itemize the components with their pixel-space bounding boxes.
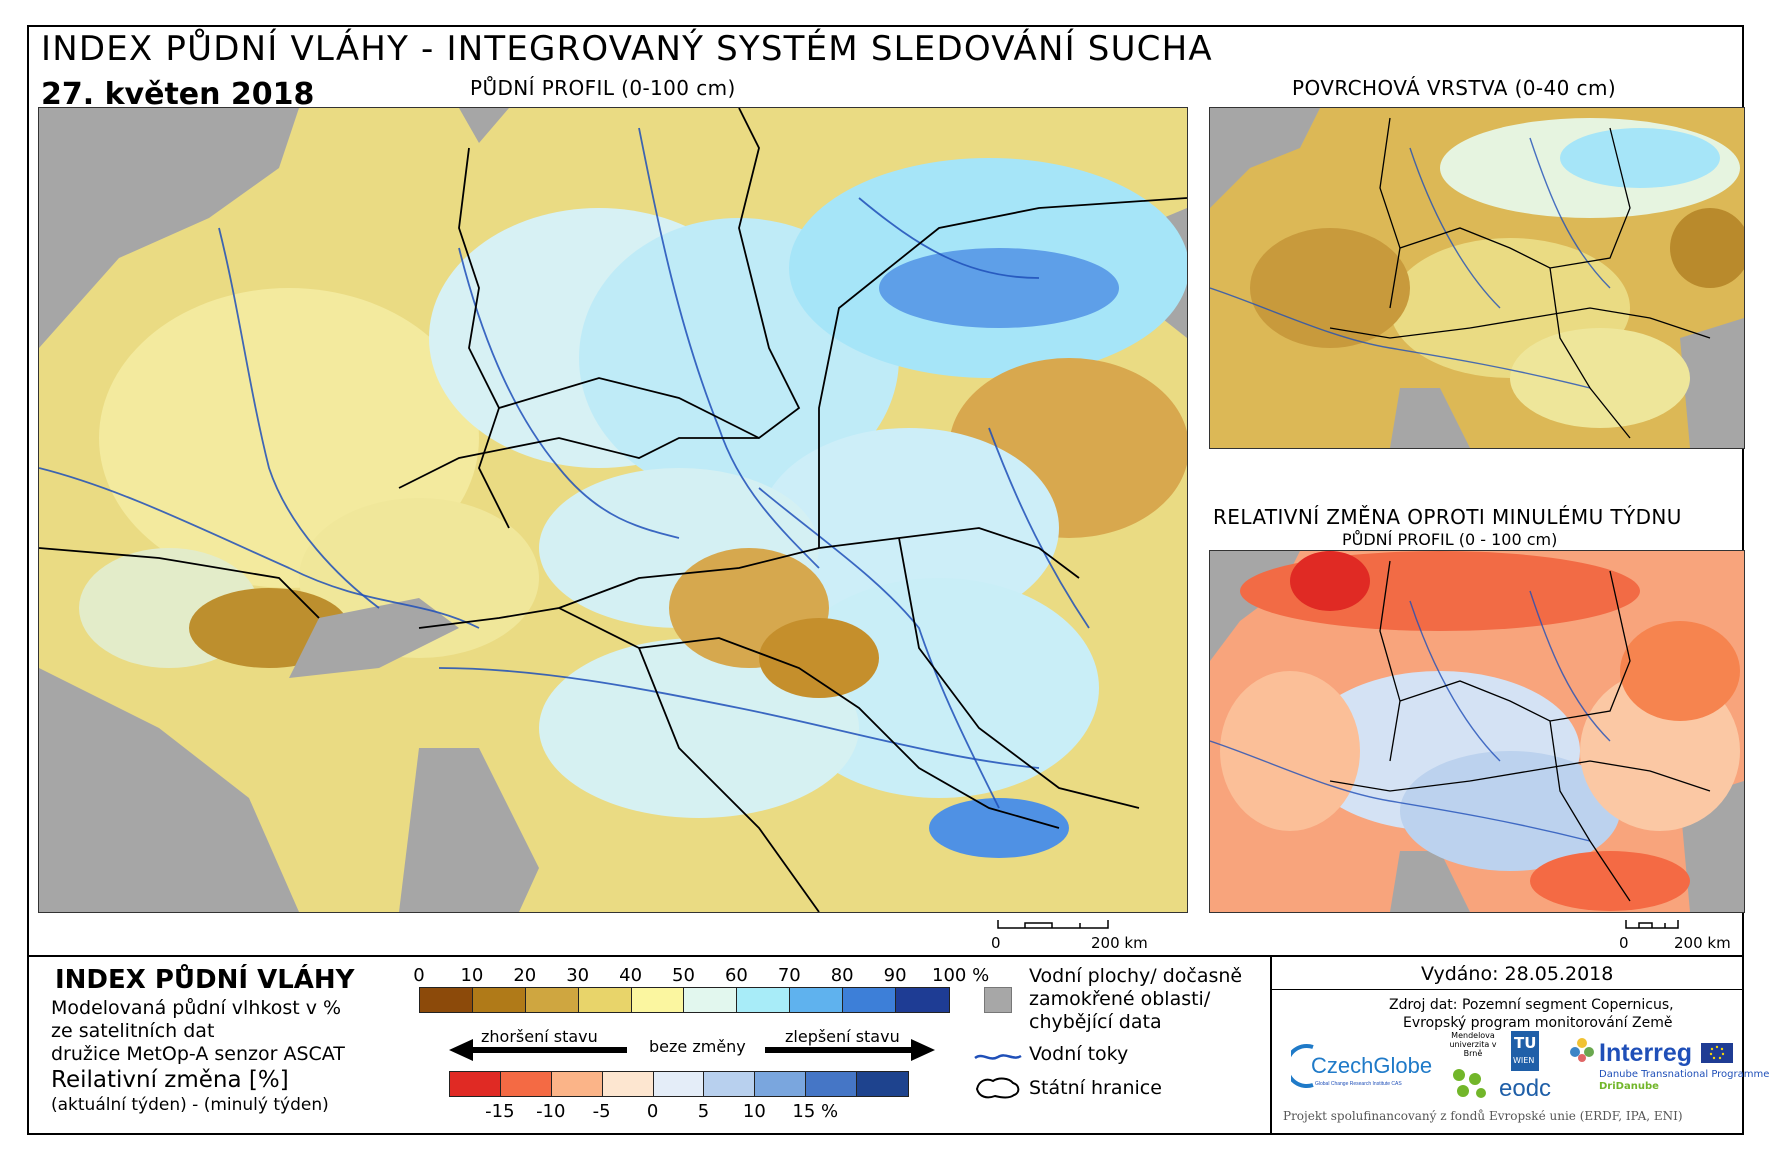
index-tick-label: 20 — [513, 965, 537, 986]
mendel-logo-icon — [1449, 1067, 1493, 1101]
index-color-swatch — [684, 988, 738, 1012]
main-soil-moisture-map — [38, 107, 1188, 913]
arrow-worse-icon — [449, 1039, 627, 1061]
change-tick-label: 0 — [646, 1101, 659, 1122]
rivers-label: Vodní toky — [1029, 1043, 1129, 1065]
mendel-logo-text: Mendelova univerzita v Brně — [1449, 1031, 1497, 1058]
index-tick-label: 90 — [883, 965, 907, 986]
river-line-icon — [973, 1049, 1023, 1063]
gray-data-swatch — [984, 987, 1012, 1013]
index-color-swatch — [843, 988, 897, 1012]
change-tick-label: -15 — [485, 1101, 515, 1122]
main-scalebar — [997, 917, 1109, 931]
index-tick-label: 30 — [566, 965, 590, 986]
arrow-better-label: zlepšení stavu — [785, 1027, 900, 1046]
change-color-swatch — [704, 1072, 756, 1096]
index-tick-label: 40 — [619, 965, 643, 986]
change-color-swatch — [602, 1072, 654, 1096]
tu-wien-logo: TU WIEN — [1511, 1031, 1539, 1071]
index-tick-label: 50 — [672, 965, 695, 986]
change-color-swatch — [500, 1072, 552, 1096]
main-scalebar-zero: 0 — [991, 934, 1001, 952]
index-color-swatch — [737, 988, 791, 1012]
change-tick-label: 5 — [697, 1101, 710, 1122]
info-separator — [1272, 989, 1744, 990]
legend-divider — [29, 955, 1742, 957]
issued-date: Vydáno: 28.05.2018 — [1421, 963, 1614, 985]
change-desc: (aktuální týden) - (minulý týden) — [51, 1095, 329, 1115]
interreg-flower-icon — [1569, 1037, 1595, 1063]
change-color-swatch — [755, 1072, 807, 1096]
index-color-swatch — [420, 988, 473, 1012]
eu-flag-icon — [1701, 1043, 1733, 1063]
change-color-swatch — [653, 1072, 705, 1096]
index-color-swatch — [790, 988, 844, 1012]
map-date: 27. květen 2018 — [41, 77, 315, 112]
change-tick-label: 15 % — [792, 1101, 839, 1122]
change-tick-label: 10 — [742, 1101, 766, 1122]
change-map-subcaption: PŮDNÍ PROFIL (0 - 100 cm) — [1342, 530, 1558, 549]
change-heading: Reilativní změna [%] — [51, 1067, 289, 1093]
arrow-better-icon — [765, 1039, 935, 1061]
index-color-swatch — [472, 988, 526, 1012]
svg-text:Global Change Research Institu: Global Change Research Institute CAS — [1315, 1081, 1402, 1087]
change-map-caption: RELATIVNÍ ZMĚNA OPROTI MINULÉMU TÝDNU — [1213, 505, 1682, 529]
source-line2: Evropský program monitorování Země — [1403, 1015, 1673, 1031]
index-color-swatch — [896, 988, 949, 1012]
change-color-swatch — [450, 1072, 501, 1096]
legend-desc-line3: družice MetOp-A senzor ASCAT — [51, 1043, 345, 1065]
gray-label-line1: Vodní plochy/ dočasně — [1029, 965, 1243, 987]
small-scalebar-zero: 0 — [1619, 934, 1629, 952]
change-tick-label: -5 — [592, 1101, 611, 1122]
page-title: INDEX PŮDNÍ VLÁHY - INTEGROVANÝ SYSTÉM S… — [41, 29, 1213, 69]
index-tick-label: 0 — [413, 965, 425, 986]
index-tick-label: 60 — [724, 965, 748, 986]
index-tick-label: 100 % — [931, 965, 990, 986]
change-color-swatch — [857, 1072, 908, 1096]
index-tick-label: 80 — [830, 965, 854, 986]
small-scalebar-end: 200 km — [1674, 934, 1731, 952]
border-outline-icon — [973, 1075, 1023, 1101]
main-map-caption: PŮDNÍ PROFIL (0-100 cm) — [470, 76, 736, 100]
svg-text:CzechGlobe: CzechGlobe — [1311, 1053, 1432, 1078]
index-color-swatch — [525, 988, 579, 1012]
index-tick-label: 70 — [777, 965, 801, 986]
gray-label-line3: chybějící data — [1029, 1011, 1162, 1033]
gray-label-line2: zamokřené oblasti/ — [1029, 988, 1211, 1010]
interreg-sub2: DriDanube — [1599, 1081, 1659, 1092]
index-tick-label: 10 — [460, 965, 484, 986]
eodc-logo: eodc — [1499, 1075, 1552, 1102]
arrow-worse-label: zhoršení stavu — [481, 1027, 598, 1046]
index-colorbar — [419, 987, 950, 1013]
index-color-swatch — [578, 988, 632, 1012]
surface-map-caption: POVRCHOVÁ VRSTVA (0-40 cm) — [1292, 76, 1617, 100]
legend-heading: INDEX PŮDNÍ VLÁHY — [55, 965, 355, 995]
interreg-logo: Interreg — [1599, 1039, 1693, 1067]
legend-desc-line2: ze satelitních dat — [51, 1020, 215, 1042]
change-color-swatch — [806, 1072, 857, 1096]
legend-desc-line1: Modelovaná půdní vlhkost v % — [51, 997, 342, 1019]
czechglobe-logo: CzechGlobe Global Change Research Instit… — [1284, 1041, 1441, 1094]
change-colorbar — [449, 1071, 909, 1097]
index-color-swatch — [631, 988, 685, 1012]
source-line1: Zdroj dat: Pozemní segment Copernicus, — [1389, 997, 1674, 1013]
arrow-none-label: beze změny — [649, 1037, 746, 1056]
surface-layer-map — [1209, 107, 1745, 449]
borders-label: Státní hranice — [1029, 1077, 1162, 1099]
main-scalebar-end: 200 km — [1091, 934, 1148, 952]
poster-frame: INDEX PŮDNÍ VLÁHY - INTEGROVANÝ SYSTÉM S… — [27, 25, 1769, 1135]
change-tick-label: -10 — [536, 1101, 566, 1122]
interreg-sub1: Danube Transnational Programme — [1599, 1069, 1770, 1080]
change-color-swatch — [551, 1072, 603, 1096]
weekly-change-map — [1209, 550, 1745, 913]
funding-note: Projekt spolufinancovaný z fondů Evropsk… — [1283, 1109, 1683, 1123]
small-scalebar — [1625, 917, 1679, 931]
info-divider — [1270, 955, 1272, 1135]
